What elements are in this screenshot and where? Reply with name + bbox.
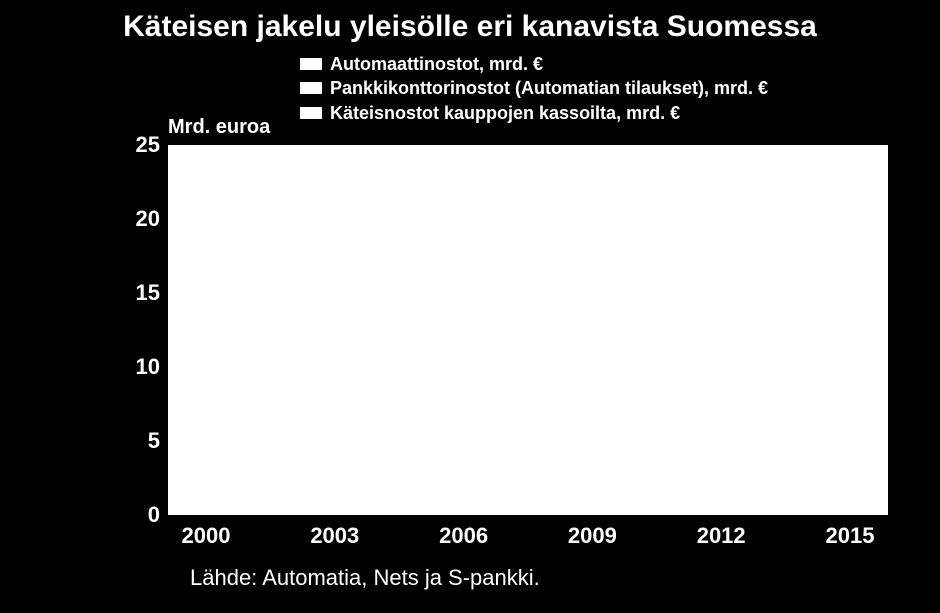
y-tick-label: 20 xyxy=(110,206,160,232)
source-text: Lähde: Automatia, Nets ja S-pankki. xyxy=(190,565,540,591)
legend-swatch-icon xyxy=(300,82,322,94)
y-axis-label: Mrd. euroa xyxy=(168,116,270,139)
y-tick-label: 5 xyxy=(110,428,160,454)
chart-container: { "chart": { "type": "bar", "title": "Kä… xyxy=(0,0,940,613)
legend-swatch-icon xyxy=(300,58,322,70)
legend-label: Käteisnostot kauppojen kassoilta, mrd. € xyxy=(330,101,680,125)
legend-label: Pankkikonttorinostot (Automatian tilauks… xyxy=(330,76,768,100)
legend-item: Käteisnostot kauppojen kassoilta, mrd. € xyxy=(300,101,768,125)
legend-item: Pankkikonttorinostot (Automatian tilauks… xyxy=(300,76,768,100)
x-tick-label: 2003 xyxy=(295,523,375,549)
plot-area xyxy=(168,145,888,515)
x-tick-label: 2006 xyxy=(424,523,504,549)
legend-swatch-icon xyxy=(300,107,322,119)
legend-label: Automaattinostot, mrd. € xyxy=(330,52,543,76)
y-tick-label: 25 xyxy=(110,132,160,158)
chart-legend: Automaattinostot, mrd. € Pankkikonttorin… xyxy=(300,52,768,125)
legend-item: Automaattinostot, mrd. € xyxy=(300,52,768,76)
x-tick-label: 2015 xyxy=(810,523,890,549)
x-tick-label: 2012 xyxy=(681,523,761,549)
y-tick-label: 10 xyxy=(110,354,160,380)
chart-title: Käteisen jakelu yleisölle eri kanavista … xyxy=(0,10,940,44)
y-tick-label: 15 xyxy=(110,280,160,306)
x-tick-label: 2000 xyxy=(166,523,246,549)
x-tick-label: 2009 xyxy=(552,523,632,549)
y-tick-label: 0 xyxy=(110,502,160,528)
